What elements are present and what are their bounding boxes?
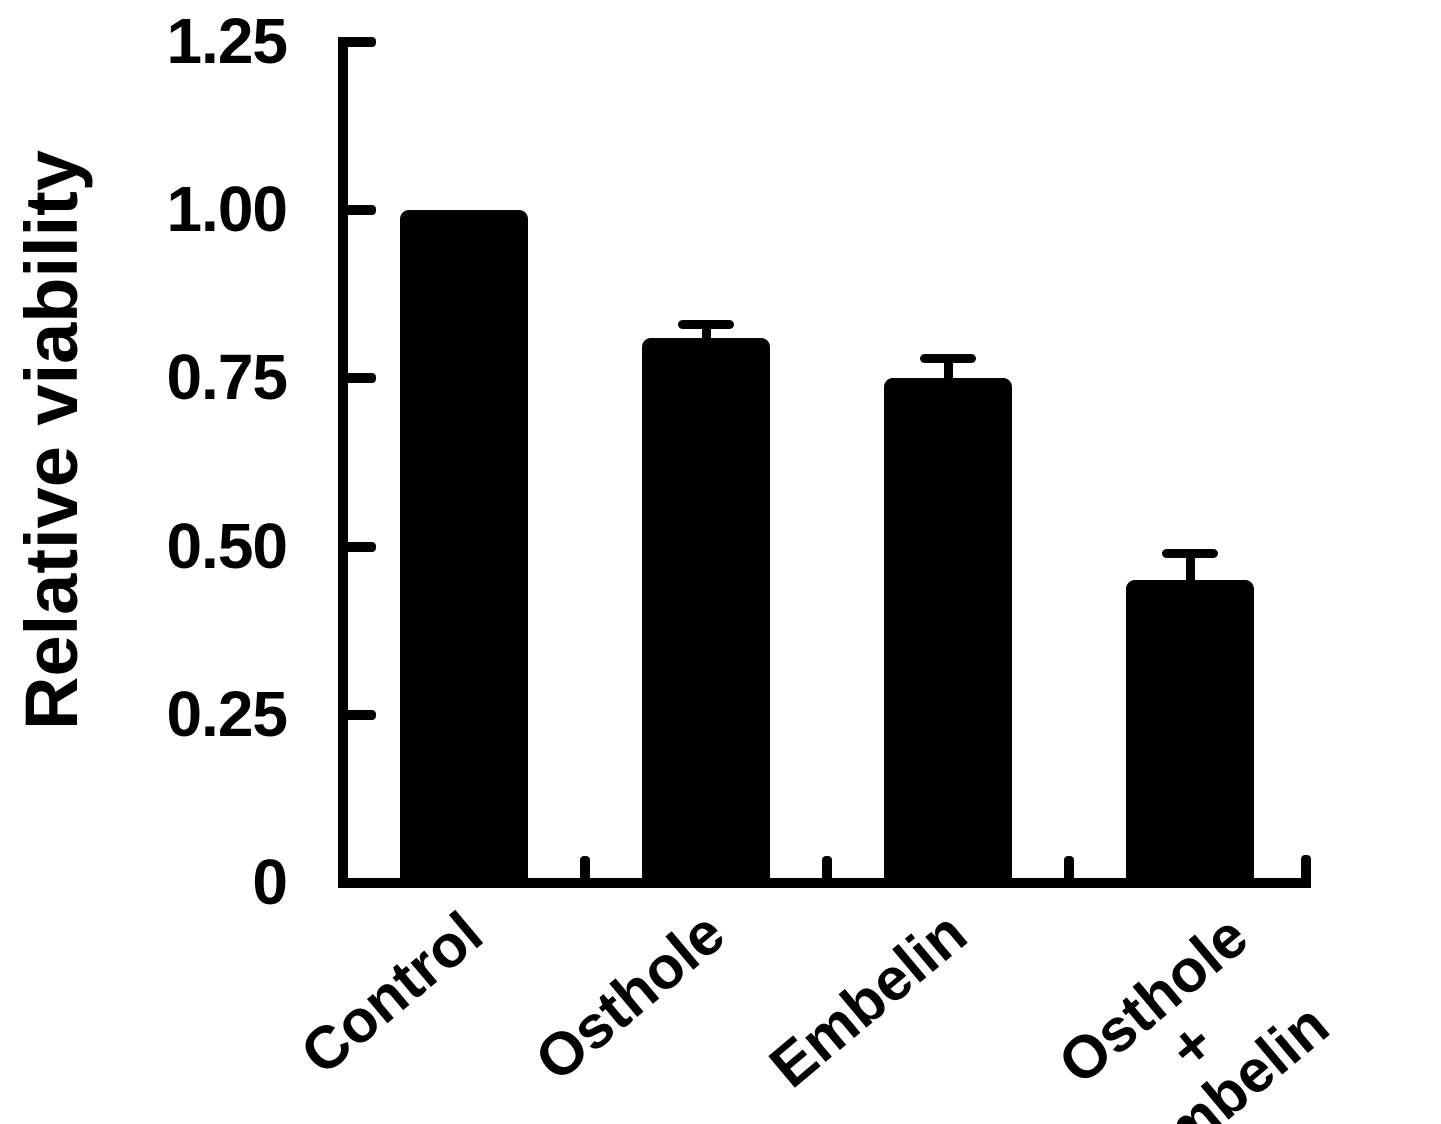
y-tick-label: 1.00: [166, 173, 288, 245]
y-tick-label: 0: [252, 846, 288, 918]
x-axis-end-tick: [1301, 855, 1311, 883]
y-tick: [348, 541, 376, 552]
bar: [884, 378, 1012, 883]
y-tick: [348, 373, 376, 384]
y-tick-label: 0.25: [166, 677, 288, 750]
error-bar-stem: [1185, 553, 1195, 581]
x-tick: [822, 856, 832, 878]
y-tick-label: 0.75: [166, 341, 288, 414]
y-tick: [348, 709, 376, 720]
bar: [642, 337, 770, 883]
bar: [1126, 580, 1254, 883]
y-tick: [348, 36, 376, 47]
y-axis-line: [338, 36, 348, 888]
y-tick-label: 1.25: [166, 4, 288, 77]
error-bar-cap: [1162, 548, 1218, 558]
x-category-label: Embelin: [756, 898, 979, 1101]
y-tick: [348, 205, 376, 215]
x-category-label: Osthole + Embelin: [1045, 902, 1341, 1124]
x-tick: [1064, 856, 1074, 878]
x-tick: [580, 856, 590, 878]
x-category-label: Osthole: [522, 898, 737, 1094]
x-axis-line: [338, 878, 1311, 888]
error-bar-cap: [678, 319, 734, 329]
error-bar-stem: [943, 358, 953, 379]
y-tick-label: 0.50: [166, 509, 288, 582]
bar: [400, 210, 528, 883]
x-category-label: Control: [288, 898, 495, 1088]
error-bar-cap: [920, 353, 976, 363]
error-bar-stem: [701, 324, 711, 338]
